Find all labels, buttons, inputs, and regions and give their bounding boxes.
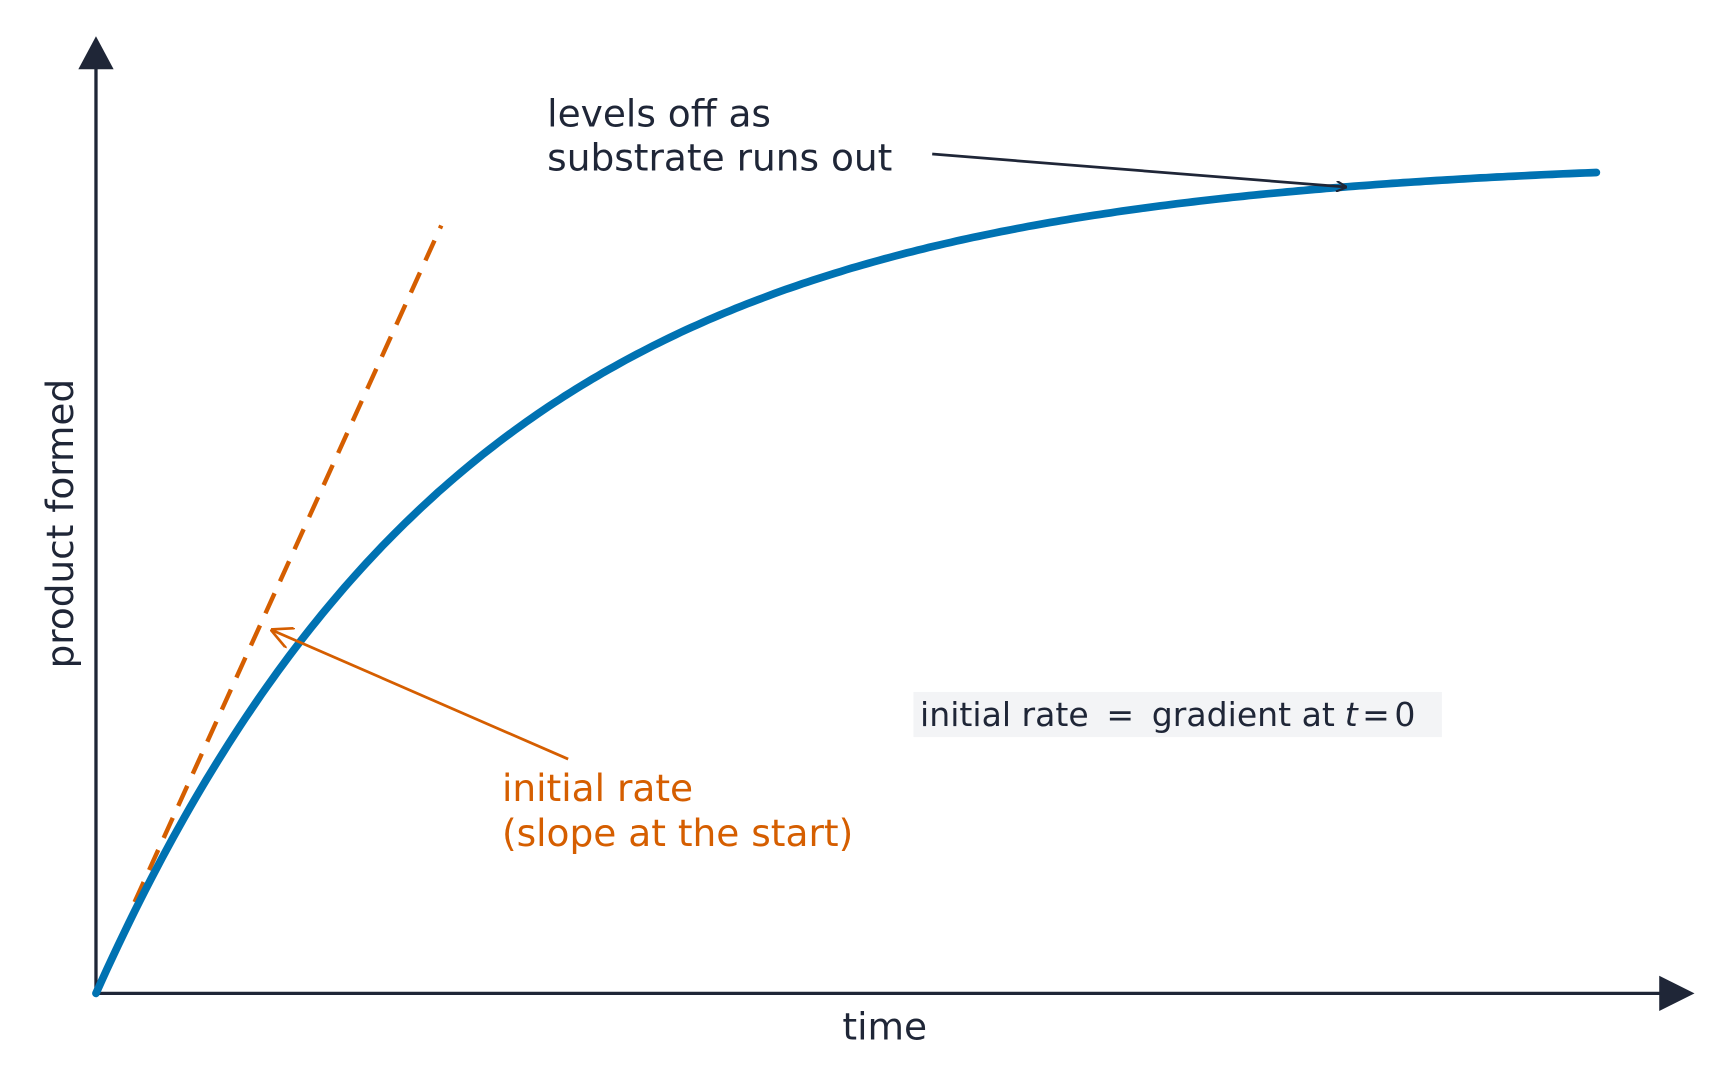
formula: initial rate = gradient at t = 0 (920, 695, 1415, 734)
plateau-arrow (932, 152, 1346, 187)
formula-eq: = (1362, 695, 1390, 734)
initial-note: (slope at the start) (502, 811, 853, 855)
x-axis-arrow (1659, 975, 1695, 1011)
formula-box (913, 691, 1442, 738)
formula-rhs: gradient at (1152, 695, 1335, 734)
product-curve (92, 168, 1601, 998)
initial-note: initial rate (502, 766, 693, 810)
plateau-note: substrate runs out (547, 136, 892, 180)
y-axis-label: product formed (38, 379, 82, 669)
y-axis-arrow (78, 36, 114, 70)
initial-arrow (272, 630, 569, 761)
formula-val: 0 (1394, 695, 1415, 734)
x-axis-label: time (842, 1005, 927, 1049)
formula-var: t (1345, 695, 1359, 734)
formula-lhs: initial rate (920, 695, 1089, 734)
tangent-line (132, 224, 444, 903)
plateau-note: levels off as (547, 92, 771, 136)
formula-eq: = (1106, 695, 1134, 734)
